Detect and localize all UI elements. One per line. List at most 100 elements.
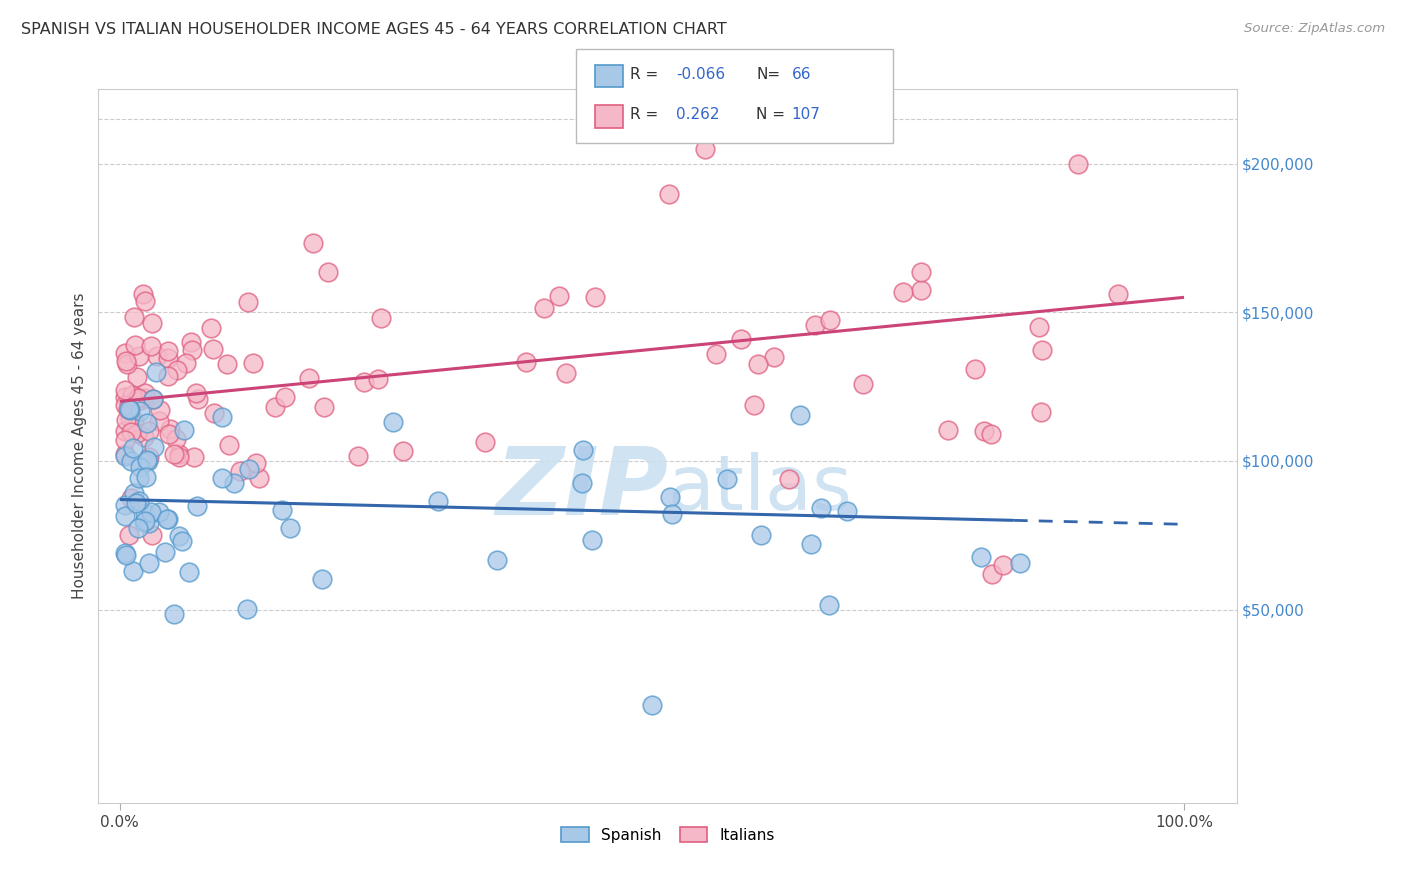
- Point: [392, 443, 415, 458]
- Point: [125, 496, 148, 510]
- Point: [174, 356, 197, 370]
- Point: [134, 515, 156, 529]
- Point: [474, 434, 496, 449]
- Point: [229, 464, 252, 478]
- Point: [136, 453, 159, 467]
- Point: [222, 475, 245, 490]
- Point: [747, 357, 769, 371]
- Point: [156, 369, 179, 384]
- Point: [145, 365, 167, 379]
- Point: [114, 509, 136, 524]
- Point: [555, 366, 578, 380]
- Point: [367, 372, 389, 386]
- Point: [316, 265, 339, 279]
- Point: [128, 493, 150, 508]
- Text: 66: 66: [792, 67, 811, 81]
- Point: [969, 550, 991, 565]
- Point: [706, 347, 728, 361]
- Point: [804, 318, 827, 332]
- Point: [236, 602, 259, 616]
- Point: [138, 556, 160, 570]
- Point: [851, 376, 873, 391]
- Point: [135, 416, 157, 430]
- Point: [142, 392, 165, 406]
- Point: [120, 410, 142, 425]
- Point: [181, 343, 204, 357]
- Point: [314, 400, 336, 414]
- Point: [238, 462, 260, 476]
- Point: [716, 472, 738, 486]
- Point: [141, 528, 163, 542]
- Point: [120, 454, 142, 468]
- Point: [125, 369, 148, 384]
- Point: [818, 598, 841, 612]
- Point: [1107, 286, 1129, 301]
- Point: [115, 357, 138, 371]
- Point: [742, 398, 765, 412]
- Point: [142, 392, 165, 407]
- Point: [138, 453, 160, 467]
- Point: [242, 356, 264, 370]
- Point: [202, 407, 225, 421]
- Point: [298, 371, 321, 385]
- Text: atlas: atlas: [668, 452, 852, 525]
- Point: [129, 404, 152, 418]
- Point: [121, 388, 143, 402]
- Point: [661, 507, 683, 521]
- Point: [180, 334, 202, 349]
- Point: [382, 415, 405, 429]
- Y-axis label: Householder Income Ages 45 - 64 years: Householder Income Ages 45 - 64 years: [72, 293, 87, 599]
- Point: [118, 401, 141, 416]
- Point: [141, 316, 163, 330]
- Point: [211, 409, 233, 424]
- Point: [218, 438, 240, 452]
- Point: [114, 545, 136, 559]
- Point: [157, 426, 180, 441]
- Point: [149, 403, 172, 417]
- Point: [114, 353, 136, 368]
- Point: [129, 393, 152, 408]
- Point: [128, 471, 150, 485]
- Point: [426, 493, 449, 508]
- Point: [124, 338, 146, 352]
- Point: [173, 423, 195, 437]
- Point: [835, 503, 858, 517]
- Point: [547, 289, 569, 303]
- Point: [1028, 320, 1050, 334]
- Point: [693, 142, 716, 156]
- Text: SPANISH VS ITALIAN HOUSEHOLDER INCOME AGES 45 - 64 YEARS CORRELATION CHART: SPANISH VS ITALIAN HOUSEHOLDER INCOME AG…: [21, 22, 727, 37]
- Point: [264, 400, 287, 414]
- Point: [183, 450, 205, 464]
- Point: [114, 346, 136, 360]
- Point: [1066, 156, 1088, 170]
- Point: [114, 425, 136, 439]
- Text: ZIP: ZIP: [495, 442, 668, 535]
- Point: [1010, 556, 1032, 570]
- Point: [659, 490, 682, 504]
- Point: [583, 290, 606, 304]
- Point: [177, 565, 200, 579]
- Point: [936, 423, 959, 437]
- Point: [125, 425, 148, 440]
- Text: R =: R =: [630, 67, 658, 81]
- Point: [910, 284, 932, 298]
- Point: [134, 506, 156, 520]
- Point: [127, 391, 149, 405]
- Point: [571, 476, 593, 491]
- Point: [749, 527, 772, 541]
- Point: [155, 545, 177, 559]
- Point: [114, 447, 136, 461]
- Point: [980, 426, 1002, 441]
- Point: [163, 607, 186, 622]
- Point: [1029, 405, 1052, 419]
- Point: [138, 516, 160, 530]
- Point: [1031, 343, 1053, 357]
- Point: [167, 447, 190, 461]
- Point: [818, 313, 841, 327]
- Point: [353, 375, 375, 389]
- Point: [810, 501, 832, 516]
- Point: [963, 361, 986, 376]
- Point: [200, 321, 222, 335]
- Point: [156, 343, 179, 358]
- Point: [973, 424, 995, 438]
